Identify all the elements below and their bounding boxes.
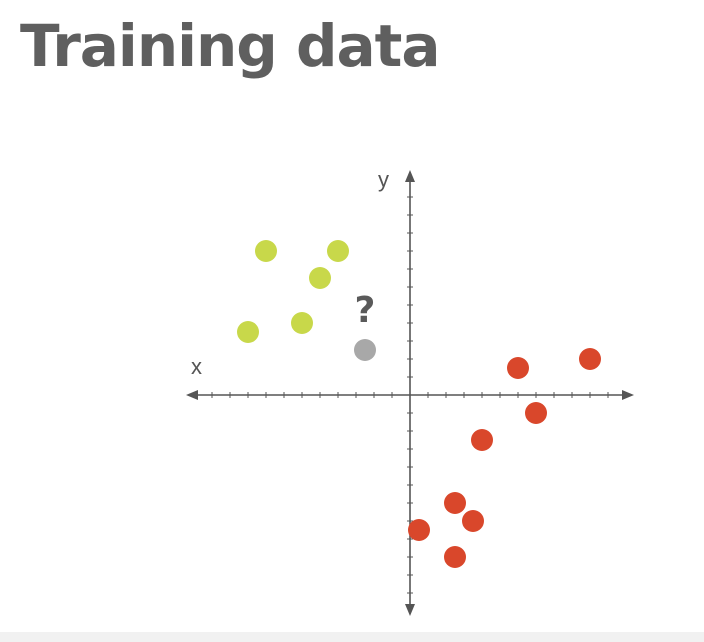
green-data-point [255, 240, 277, 262]
red-data-point [525, 402, 547, 424]
y-axis-label: y [378, 167, 389, 192]
red-data-point [507, 357, 529, 379]
query-question-mark: ? [355, 290, 376, 331]
red-data-point [471, 429, 493, 451]
slide-title: Training data [20, 12, 441, 80]
x-axis-arrow-left [186, 390, 198, 400]
x-axis-label: x [191, 354, 202, 379]
green-data-point [237, 321, 259, 343]
bottom-band [0, 632, 704, 642]
red-data-point [408, 519, 430, 541]
red-data-point [444, 546, 466, 568]
query-data-point [354, 339, 376, 361]
data-points: ? [237, 240, 601, 568]
axis-labels: x y [191, 167, 389, 379]
x-axis-arrow-right [622, 390, 634, 400]
red-data-point [444, 492, 466, 514]
axes [186, 170, 634, 616]
red-data-point [579, 348, 601, 370]
green-data-point [291, 312, 313, 334]
red-data-point [462, 510, 484, 532]
green-data-point [309, 267, 331, 289]
y-axis-arrow-down [405, 604, 415, 616]
y-axis-arrow-up [405, 170, 415, 182]
green-data-point [327, 240, 349, 262]
